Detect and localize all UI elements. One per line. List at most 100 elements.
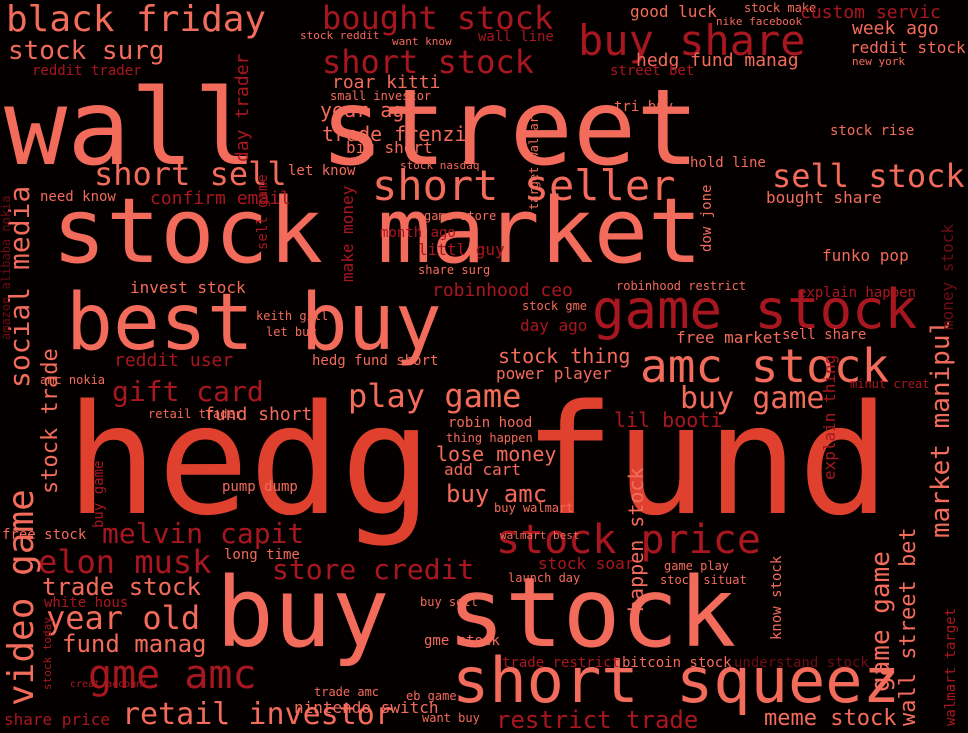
word-year-old: year old: [46, 599, 201, 637]
word-stock-today: stock today: [41, 617, 54, 690]
word-want-buy: want buy: [422, 711, 480, 725]
word-stock-rise: stock rise: [830, 123, 915, 139]
word-happen-stock: happen stock: [624, 467, 648, 613]
word-wall-line: wall line: [478, 29, 554, 45]
word-hedg-fund-short: hedg fund short: [312, 353, 439, 369]
word-reddit-stock: reddit stock: [850, 38, 966, 57]
word-short-stock: short stock: [322, 43, 534, 81]
word-launch-day: launch day: [508, 571, 581, 585]
word-black-friday: black friday: [6, 0, 267, 40]
word-reddit-trader: reddit trader: [32, 63, 142, 79]
word-stock-reddit: stock reddit: [300, 29, 380, 42]
word-video-game: video game: [1, 489, 42, 706]
word-reddit-user: reddit user: [114, 350, 234, 371]
word-elon-musk: elon musk: [38, 543, 212, 581]
word-buy-sell: buy sell: [420, 595, 478, 609]
word-stock-soar: stock soar: [538, 554, 635, 573]
word-stock-market: stock market: [52, 179, 703, 284]
word-hedg-fund-manag: hedg fund manag: [636, 50, 799, 71]
word-nike-facebook: nike facebook: [716, 15, 803, 28]
word-best-buy: best buy: [66, 278, 442, 368]
word-free-stock: free stock: [2, 527, 87, 543]
word-power-player: power player: [496, 364, 612, 383]
word-buy-amc: buy amc: [446, 480, 548, 508]
word-buy-game-vertical: buy game: [91, 460, 107, 528]
word-short-squeez: short squeez: [452, 644, 900, 717]
word-share-surg: share surg: [418, 263, 491, 277]
word-buy-game: buy game: [680, 381, 825, 416]
word-year-ago: year ago: [320, 98, 417, 122]
word-money-stock: money stock: [938, 224, 957, 330]
word-gift-card: gift card: [112, 375, 264, 408]
word-hold-line: hold line: [690, 155, 766, 171]
word-market-manipul: market manipul: [926, 318, 956, 538]
word-stock-nasdaq: stock nasdaq: [400, 159, 480, 172]
word-nintendo-switch: nintendo switch: [294, 698, 439, 717]
word-retail-investor: retail investor: [122, 697, 393, 732]
word-street-bet: street bet: [610, 63, 695, 79]
word-invest-stock: invest stock: [130, 278, 246, 297]
word-day-trader: day trader: [232, 53, 253, 162]
word-stock-situat: stock situat: [660, 573, 747, 587]
word-want-know: want know: [392, 35, 452, 48]
word-trade-restrict: trade restrict: [502, 655, 621, 671]
word-melvin-capit: melvin capit: [102, 517, 305, 550]
word-bitcoin-stock: bitcoin stock: [622, 655, 732, 671]
word-game-play: game play: [664, 559, 730, 573]
word-know-stock: know stock: [769, 555, 785, 640]
word-fund-manag: fund manag: [62, 630, 207, 658]
word-share-price: share price: [4, 710, 110, 729]
word-explain-happen: explain happen: [798, 285, 917, 301]
word-funko-pop: funko pop: [822, 246, 909, 265]
word-amc-nokia: amc nokia: [40, 373, 106, 387]
word-trade-frenzi: trade frenzi: [322, 122, 467, 146]
word-amc-stock: amc stock: [640, 339, 890, 393]
word-stock-trade: stock trade: [38, 348, 63, 494]
word-custom-servic: custom servic: [800, 2, 941, 23]
word-robinhood-restrict: robinhood restrict: [616, 279, 747, 293]
word-gme-amc: gme amc: [88, 652, 257, 698]
word-eb-game: eb game: [406, 689, 457, 703]
word-sell-game: sell game: [255, 174, 271, 250]
word-amazon-alibaba-nokia: amazon alibaba nokia: [0, 195, 13, 341]
word-week-ago: week ago: [852, 18, 939, 39]
word-thing-happen: thing happen: [446, 431, 533, 445]
word-keith-gill: keith gill: [256, 309, 329, 323]
word-buy-share: buy share: [578, 16, 806, 65]
word-make-money: make money: [338, 185, 357, 282]
word-buy-stock: buy stock: [216, 557, 737, 669]
word-play-game: play game: [348, 377, 522, 415]
word-white-hous: white hous: [44, 595, 129, 611]
word-sell-share: sell share: [782, 327, 867, 343]
word-meme-stock: meme stock: [764, 706, 897, 731]
word-trade-stock: trade stock: [42, 573, 201, 601]
word-good-luck: good luck: [630, 2, 717, 21]
word-robinhood-ceo: robinhood ceo: [432, 280, 573, 301]
word-free-market: free market: [676, 328, 782, 347]
word-long-time: long time: [224, 547, 300, 563]
word-restrict-trade: restrict trade: [496, 706, 699, 733]
word-new-york: new york: [852, 55, 905, 68]
word-retail-trader: retail trader: [148, 407, 242, 421]
word-roar-kitti: roar kitti: [332, 72, 441, 93]
word-stock-thing: stock thing: [498, 344, 631, 368]
word-dow-jone: dow jone: [699, 184, 715, 252]
word-understand-stock: understand stock: [734, 655, 869, 671]
word-robin-hood: robin hood: [448, 415, 533, 431]
word-creat-account: creat account: [70, 679, 149, 690]
word-minut-creat: minut creat: [850, 377, 930, 391]
word-add-cart: add cart: [444, 460, 522, 479]
word-stock-gme: stock gme: [522, 299, 588, 313]
word-let-buy: let buy: [266, 325, 317, 339]
word-fund-short: fund short: [204, 404, 313, 425]
word-sell-stock: sell stock: [772, 157, 965, 195]
word-store-credit: store credit: [272, 553, 475, 586]
word-day-ago: day ago: [520, 316, 588, 335]
word-walmart-best: walmart best: [500, 529, 580, 542]
word-lil-booti: lil booti: [614, 408, 723, 432]
word-walmart-target: walmart target: [943, 607, 959, 726]
word-gme-stock: gme stock: [424, 633, 500, 649]
word-game-stock: game stock: [592, 278, 918, 341]
word-trade-amc: trade amc: [314, 685, 380, 699]
